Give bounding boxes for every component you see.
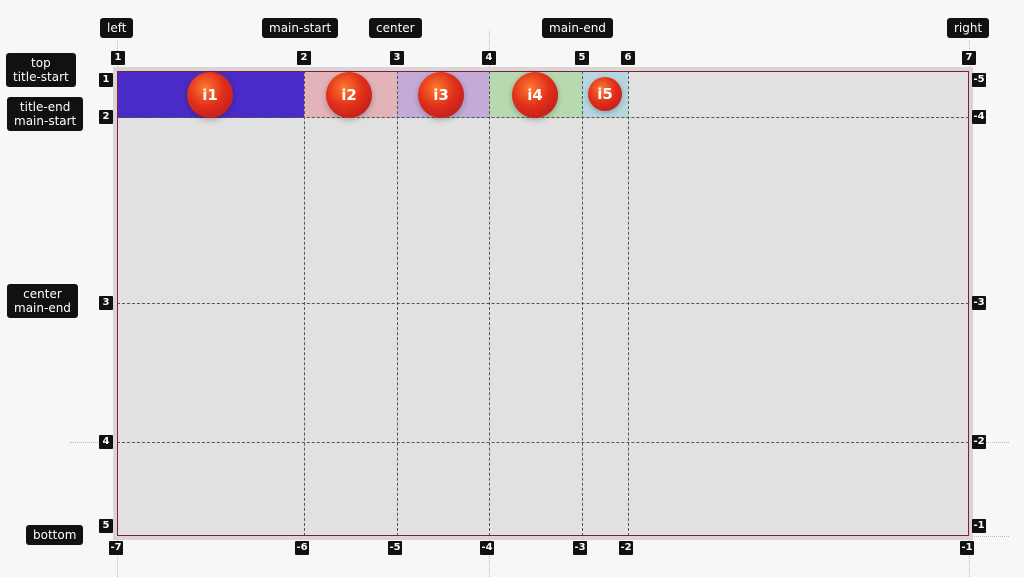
grid-item-i3[interactable]: i3 <box>418 72 464 118</box>
grid-item-i5[interactable]: i5 <box>588 77 622 111</box>
column-line-number-negative: -6 <box>295 541 309 555</box>
grid-item-i4[interactable]: i4 <box>512 72 558 118</box>
row-line-number: 3 <box>99 296 113 310</box>
column-line-number: 4 <box>482 51 496 65</box>
column-line-number: 1 <box>111 51 125 65</box>
row-area-label-line: center <box>23 287 62 301</box>
row-line-number: 1 <box>99 73 113 87</box>
guide-line <box>969 442 1009 443</box>
guide-line <box>969 40 970 577</box>
row-area-label-line: main-end <box>14 301 71 315</box>
row-area-label-top-title-start: top title-start <box>6 53 76 87</box>
column-line-number-negative: -2 <box>619 541 633 555</box>
row-line-number: 5 <box>99 519 113 533</box>
row-area-label-center-main-end: center main-end <box>7 284 78 318</box>
column-line-number-negative: -5 <box>388 541 402 555</box>
row-line-4 <box>117 442 969 443</box>
row-area-label-line: main-start <box>14 114 77 128</box>
row-line-number: 4 <box>99 435 113 449</box>
column-area-label-left: left <box>100 18 134 38</box>
guide-line <box>70 442 120 443</box>
column-line-number-negative: -7 <box>109 541 123 555</box>
row-area-label-line: title-end <box>19 100 71 114</box>
column-line-number-negative: -4 <box>480 541 494 555</box>
row-line-number-negative: -2 <box>972 435 986 449</box>
column-line-number-negative: -1 <box>960 541 974 555</box>
grid-item-i1[interactable]: i1 <box>187 72 233 118</box>
column-area-label-center: center <box>369 18 422 38</box>
row-line-2 <box>117 117 969 118</box>
column-line-number-negative: -3 <box>573 541 587 555</box>
column-line-number: 3 <box>390 51 404 65</box>
row-line-number: 2 <box>99 110 113 124</box>
column-line-number: 7 <box>962 51 976 65</box>
row-area-label-title-end-main-start: title-end main-start <box>7 97 84 131</box>
row-line-number-negative: -5 <box>972 73 986 87</box>
column-area-label-right: right <box>947 18 990 38</box>
row-line-3 <box>117 303 969 304</box>
grid-item-i2[interactable]: i2 <box>326 72 372 118</box>
column-area-label-main-start: main-start <box>262 18 339 38</box>
row-line-number-negative: -1 <box>972 519 986 533</box>
row-area-label-line: top <box>31 56 51 70</box>
row-area-label-bottom: bottom <box>26 525 84 545</box>
column-line-number: 2 <box>297 51 311 65</box>
column-line-number: 5 <box>575 51 589 65</box>
column-line-number: 6 <box>621 51 635 65</box>
row-area-label-line: title-start <box>13 70 69 84</box>
column-area-label-main-end: main-end <box>542 18 613 38</box>
guide-line <box>969 536 1009 537</box>
row-line-number-negative: -3 <box>972 296 986 310</box>
row-line-number-negative: -4 <box>972 110 986 124</box>
